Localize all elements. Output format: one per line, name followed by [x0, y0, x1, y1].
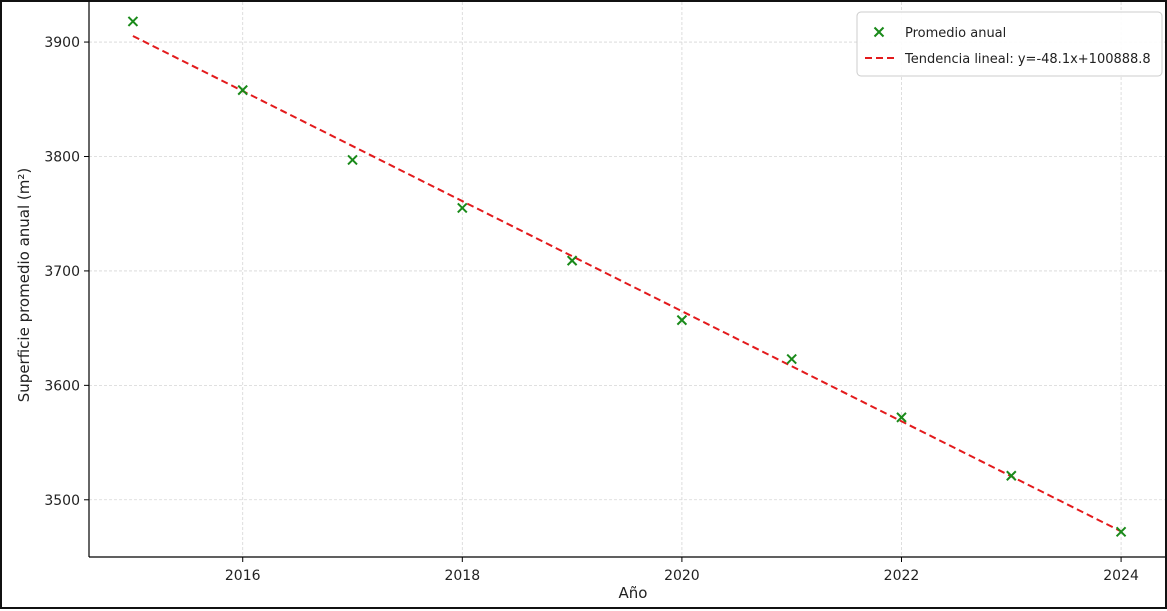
ticks-layer: 2016 2018 2020 2022 2024 3500 3600 3700 3800 3900	[44, 35, 1139, 584]
x-axis-label: Año	[619, 584, 648, 602]
x-tick-label: 2020	[664, 568, 700, 584]
legend-box	[856, 11, 1163, 77]
y-tick-label: 3900	[44, 35, 80, 51]
data-point-marker	[896, 412, 907, 423]
x-tick-label: 2024	[1103, 568, 1139, 584]
y-tick-label: 3500	[44, 493, 80, 509]
legend-label: Tendencia lineal: y=-48.1x+100888.8	[904, 52, 1151, 67]
series-layer	[127, 16, 1127, 538]
y-tick-label: 3800	[44, 149, 80, 165]
y-tick-label: 3700	[44, 264, 80, 280]
data-point-marker	[347, 154, 358, 166]
data-point-marker	[127, 16, 139, 27]
data-point-marker	[237, 84, 248, 96]
y-tick-label: 3600	[44, 378, 80, 394]
legend-entry: Tendencia lineal: y=-48.1x+100888.8	[865, 52, 1151, 67]
y-axis-label: Superficie promedio anual (m²)	[15, 168, 33, 402]
legend-label: Promedio anual	[905, 26, 1006, 41]
grid-layer	[89, 2, 1165, 557]
x-tick-label: 2016	[225, 568, 261, 584]
axes-layer	[88, 2, 1165, 558]
legend-entry: Promedio anual	[873, 26, 1006, 41]
legend: Promedio anual Tendencia lineal: y=-48.1x…	[856, 11, 1163, 77]
data-point-marker	[457, 202, 468, 214]
trend-line	[132, 35, 1122, 533]
data-point-marker	[566, 255, 578, 266]
x-tick-label: 2018	[444, 568, 480, 584]
data-point-marker	[1115, 526, 1127, 538]
data-point-marker	[676, 314, 688, 326]
data-point-marker	[1006, 470, 1017, 481]
legend-marker-x-icon	[873, 26, 885, 38]
data-point-marker	[786, 353, 797, 365]
x-tick-label: 2022	[884, 568, 920, 584]
